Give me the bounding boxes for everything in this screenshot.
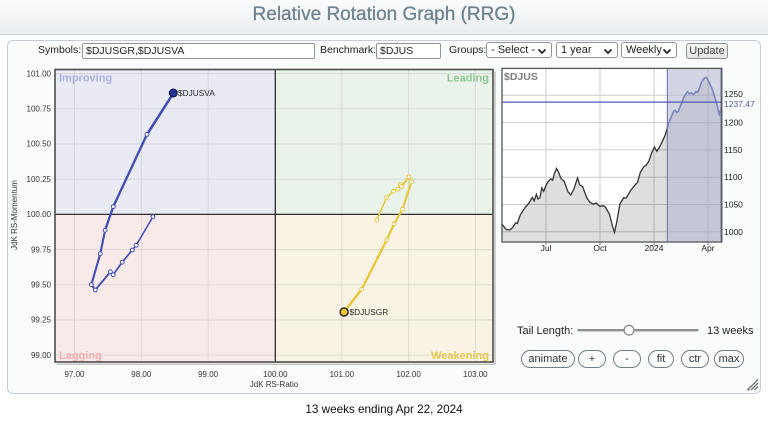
svg-text:Lagging: Lagging xyxy=(59,350,102,362)
svg-text:102.00: 102.00 xyxy=(396,370,421,379)
svg-text:99.00: 99.00 xyxy=(31,351,52,360)
svg-text:$DJUS: $DJUS xyxy=(504,71,538,83)
svg-text:Oct: Oct xyxy=(593,243,607,253)
svg-text:Leading: Leading xyxy=(447,73,489,85)
svg-text:JdK RS-Ratio: JdK RS-Ratio xyxy=(250,380,299,389)
svg-text:100.50: 100.50 xyxy=(27,140,52,149)
svg-text:98.00: 98.00 xyxy=(131,370,152,379)
svg-text:1100: 1100 xyxy=(724,172,743,182)
svg-text:99.50: 99.50 xyxy=(31,280,52,289)
svg-text:13 weeks: 13 weeks xyxy=(707,325,754,337)
svg-text:$DJUSVA: $DJUSVA xyxy=(178,88,215,98)
svg-text:100.25: 100.25 xyxy=(27,175,52,184)
svg-text:Weakening: Weakening xyxy=(431,350,489,362)
svg-text:Tail Length:: Tail Length: xyxy=(517,325,573,337)
svg-text:Improving: Improving xyxy=(59,73,112,85)
svg-text:99.75: 99.75 xyxy=(31,245,52,254)
svg-text:1050: 1050 xyxy=(724,200,743,210)
svg-text:Jul: Jul xyxy=(541,243,552,253)
svg-text:1200: 1200 xyxy=(724,118,743,128)
svg-text:2024: 2024 xyxy=(645,243,664,253)
svg-text:1237.47: 1237.47 xyxy=(724,99,755,109)
svg-text:100.75: 100.75 xyxy=(27,105,52,114)
svg-text:Apr: Apr xyxy=(701,243,714,253)
svg-text:101.00: 101.00 xyxy=(27,69,52,78)
svg-text:1000: 1000 xyxy=(724,227,743,237)
svg-text:$DJUSGR: $DJUSGR xyxy=(350,307,389,317)
svg-text:99.00: 99.00 xyxy=(198,370,219,379)
svg-text:100.00: 100.00 xyxy=(27,210,52,219)
svg-text:101.00: 101.00 xyxy=(330,370,355,379)
svg-text:99.25: 99.25 xyxy=(31,316,52,325)
svg-text:97.00: 97.00 xyxy=(64,370,85,379)
svg-text:1150: 1150 xyxy=(724,145,743,155)
svg-text:100.00: 100.00 xyxy=(263,370,288,379)
svg-text:JdK RS-Momentum: JdK RS-Momentum xyxy=(10,180,19,250)
svg-text:1250: 1250 xyxy=(724,89,743,99)
svg-text:103.00: 103.00 xyxy=(463,370,488,379)
